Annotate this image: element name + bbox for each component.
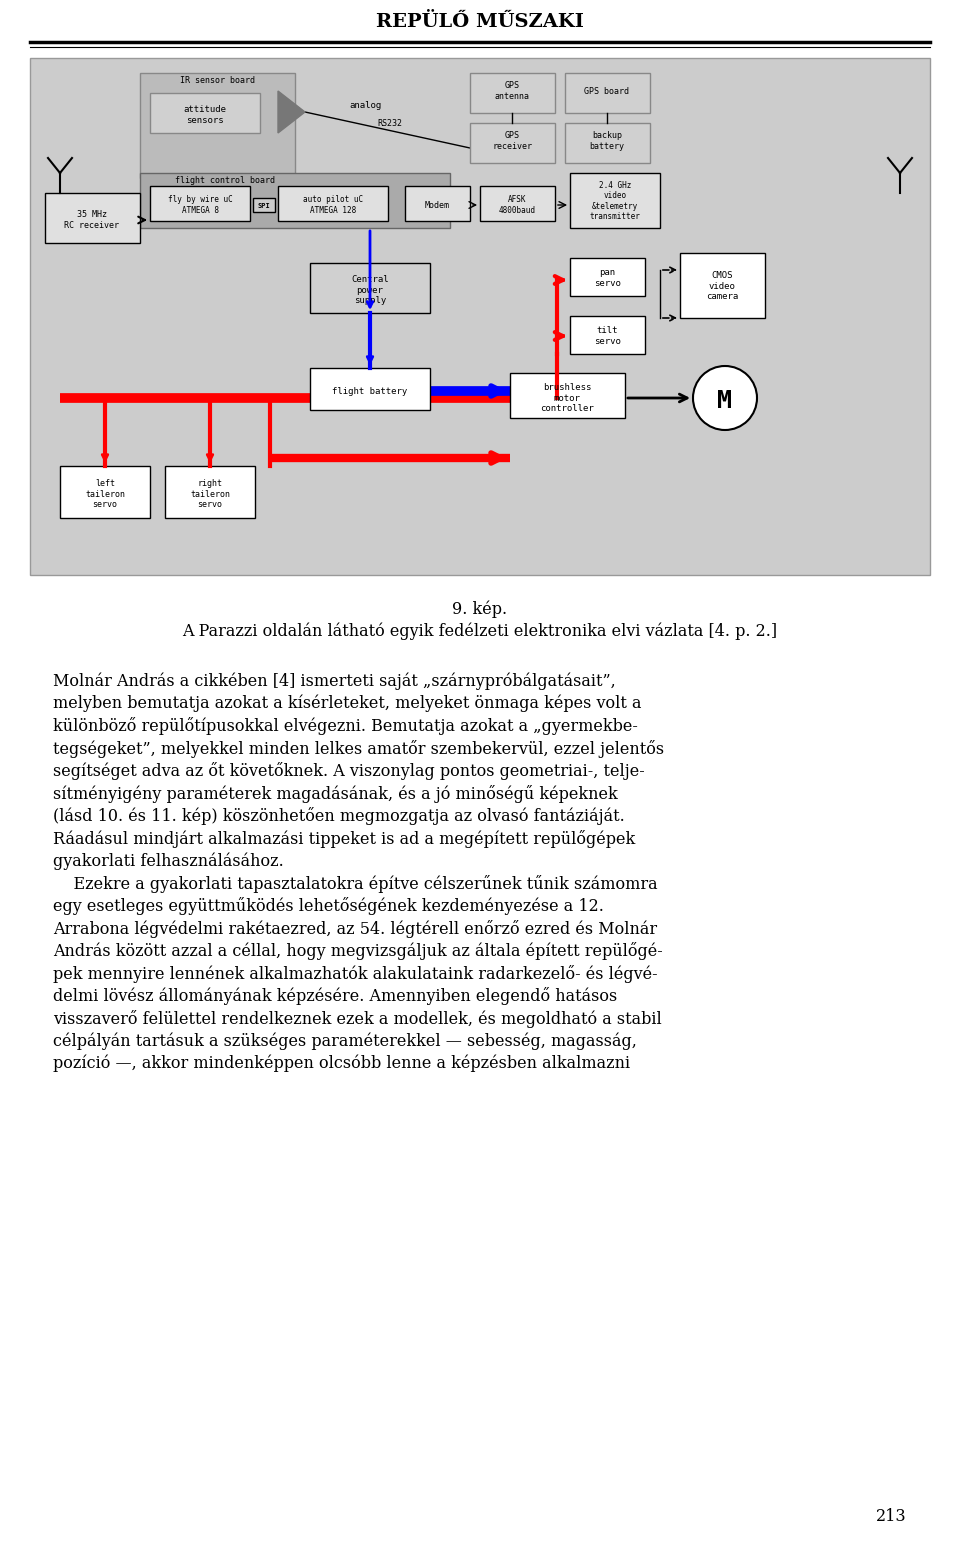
Text: attitude
sensors: attitude sensors <box>183 106 227 125</box>
Text: delmi lövész állományának képzésére. Amennyiben elegendő hatásos: delmi lövész állományának képzésére. Ame… <box>53 988 617 1005</box>
Circle shape <box>693 366 757 430</box>
Text: tilt
servo: tilt servo <box>593 326 620 346</box>
Bar <box>150 185 250 221</box>
Text: brushless
motor
controller: brushless motor controller <box>540 383 594 413</box>
Bar <box>165 466 255 517</box>
Bar <box>310 263 430 313</box>
Text: András között azzal a céllal, hogy megvizsgáljuk az általa épített repülőgé-: András között azzal a céllal, hogy megvi… <box>53 943 662 960</box>
Text: gyakorlati felhasználásához.: gyakorlati felhasználásához. <box>53 852 284 869</box>
Bar <box>45 193 140 243</box>
Text: fly by wire uC
ATMEGA 8: fly by wire uC ATMEGA 8 <box>168 195 232 215</box>
Bar <box>310 368 430 410</box>
Bar <box>60 466 150 517</box>
Bar <box>150 93 260 132</box>
Text: célpályán tartásuk a szükséges paraméterekkel — sebesség, magasság,: célpályán tartásuk a szükséges paraméter… <box>53 1031 636 1050</box>
Bar <box>570 316 645 354</box>
Text: flight battery: flight battery <box>332 386 408 396</box>
Text: GPS
receiver: GPS receiver <box>492 131 532 151</box>
Text: (lásd 10. és 11. kép) köszönhetően megmozgatja az olvasó fantáziáját.: (lásd 10. és 11. kép) köszönhetően megmo… <box>53 807 625 826</box>
Bar <box>253 198 275 212</box>
Text: pan
servo: pan servo <box>593 268 620 288</box>
Text: RS232: RS232 <box>377 118 402 128</box>
Text: auto pilot uC
ATMEGA 128: auto pilot uC ATMEGA 128 <box>303 195 363 215</box>
Bar <box>140 173 450 227</box>
Text: GPS
antenna: GPS antenna <box>494 81 530 101</box>
Text: CMOS
video
camera: CMOS video camera <box>706 271 738 301</box>
Bar <box>680 252 765 318</box>
Bar <box>565 123 650 164</box>
Text: right
taileron
servo: right taileron servo <box>190 480 230 509</box>
Text: Molnár András a cikkében [4] ismerteti saját „szárnypróbálgatásait”,: Molnár András a cikkében [4] ismerteti s… <box>53 671 615 690</box>
Text: tegségeket”, melyekkel minden lelkes amatőr szembekervül, ezzel jelentős: tegségeket”, melyekkel minden lelkes ama… <box>53 740 664 757</box>
Text: REPÜLŐ MŰSZAKI: REPÜLŐ MŰSZAKI <box>376 12 584 31</box>
Text: pozíció —, akkor mindenképpen olcsóbb lenne a képzésben alkalmazni: pozíció —, akkor mindenképpen olcsóbb le… <box>53 1055 630 1072</box>
Bar <box>470 73 555 114</box>
Text: GPS board: GPS board <box>585 87 630 95</box>
Text: 2.4 GHz
video
&telemetry
transmitter: 2.4 GHz video &telemetry transmitter <box>589 181 640 221</box>
Bar <box>480 185 555 221</box>
Text: IR sensor board: IR sensor board <box>180 75 254 84</box>
Bar <box>570 259 645 296</box>
Text: Central
power
supply: Central power supply <box>351 276 389 305</box>
Text: Ráadásul mindjárt alkalmazási tippeket is ad a megépített repülőgépek: Ráadásul mindjárt alkalmazási tippeket i… <box>53 829 636 848</box>
Bar <box>140 73 295 178</box>
Bar <box>470 123 555 164</box>
Text: melyben bemutatja azokat a kísérleteket, melyeket önmaga képes volt a: melyben bemutatja azokat a kísérleteket,… <box>53 695 641 712</box>
Text: left
taileron
servo: left taileron servo <box>85 480 125 509</box>
Text: 35 MHz
RC receiver: 35 MHz RC receiver <box>64 210 119 229</box>
Text: sítményigény paraméterek magadásának, és a jó minőségű képeknek: sítményigény paraméterek magadásának, és… <box>53 785 617 802</box>
Text: Arrabona légvédelmi rakétaezred, az 54. légtérell enőrző ezred és Molnár: Arrabona légvédelmi rakétaezred, az 54. … <box>53 919 658 938</box>
Text: backup
battery: backup battery <box>589 131 625 151</box>
Bar <box>30 58 930 575</box>
Text: Modem: Modem <box>424 201 449 209</box>
Text: flight control board: flight control board <box>175 176 275 184</box>
Text: pek mennyire lennének alkalmazhatók alakulataink radarkezelő- és légvé-: pek mennyire lennének alkalmazhatók alak… <box>53 964 658 983</box>
Text: SPI: SPI <box>257 203 271 209</box>
Text: 9. kép.: 9. kép. <box>452 600 508 617</box>
Bar <box>278 185 388 221</box>
Bar <box>565 73 650 114</box>
Text: egy esetleges együttműködés lehetőségének kezdeményezése a 12.: egy esetleges együttműködés lehetőségéne… <box>53 897 604 915</box>
Text: 213: 213 <box>876 1508 907 1525</box>
Bar <box>405 185 470 221</box>
Polygon shape <box>278 90 305 132</box>
Text: Ezekre a gyakorlati tapasztalatokra építve célszerűnek tűnik számomra: Ezekre a gyakorlati tapasztalatokra épít… <box>53 874 658 893</box>
Text: M: M <box>717 390 732 413</box>
Text: visszaverő felülettel rendelkeznek ezek a modellek, és megoldható a stabil: visszaverő felülettel rendelkeznek ezek … <box>53 1010 661 1027</box>
Text: segítséget adva az őt követőknek. A viszonylag pontos geometriai-, telje-: segítséget adva az őt követőknek. A visz… <box>53 762 645 781</box>
Bar <box>510 372 625 418</box>
Text: A Parazzi oldalán látható egyik fedélzeti elektronika elvi vázlata [4. p. 2.]: A Parazzi oldalán látható egyik fedélzet… <box>182 622 778 639</box>
Text: analog: analog <box>348 101 381 109</box>
Bar <box>570 173 660 227</box>
Text: különböző repülőtípusokkal elvégezni. Bemutatja azokat a „gyermekbe-: különböző repülőtípusokkal elvégezni. Be… <box>53 717 637 735</box>
Text: AFSK
4800baud: AFSK 4800baud <box>498 195 536 215</box>
